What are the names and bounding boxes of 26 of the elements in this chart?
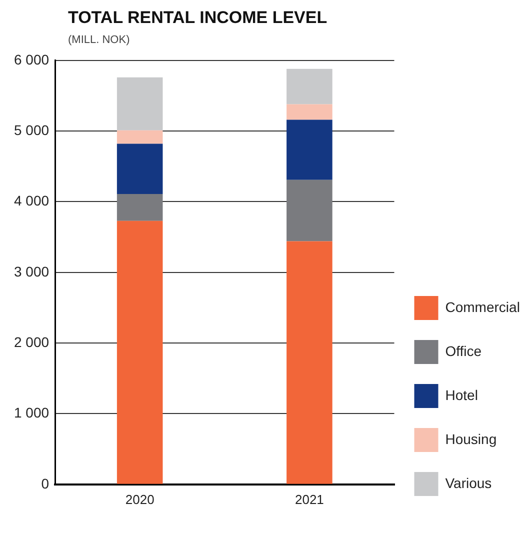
bar [116,220,163,484]
legend-label: Office [445,342,482,359]
x-tick-label: 2020 [125,492,154,507]
legend-label: Commercial [445,298,520,315]
bar [116,194,163,221]
bar [116,144,163,194]
legend-label: Hotel [445,386,478,403]
legend-label: Various [445,474,492,491]
y-tick-label: 1 000 [14,404,50,421]
y-tick-label: 2 000 [14,334,50,350]
chart-title: TOTAL RENTAL INCOME LEVEL [68,8,328,28]
y-tick-label: 6 000 [14,51,50,68]
bar [116,77,163,130]
bar [286,68,332,104]
y-tick-label: 5 000 [14,122,50,138]
bar [286,180,332,242]
bar [286,120,332,180]
x-tick-label: 2021 [294,492,324,507]
bar [286,241,332,484]
y-tick-label: 0 [41,475,50,492]
y-tick-label: 4 000 [14,192,50,209]
legend-label: Housing [445,430,497,447]
y-tick-label: 3 000 [14,263,50,280]
chart-subtitle: (MILL. NOK) [68,34,131,46]
bar [116,130,163,144]
bar [286,104,332,120]
